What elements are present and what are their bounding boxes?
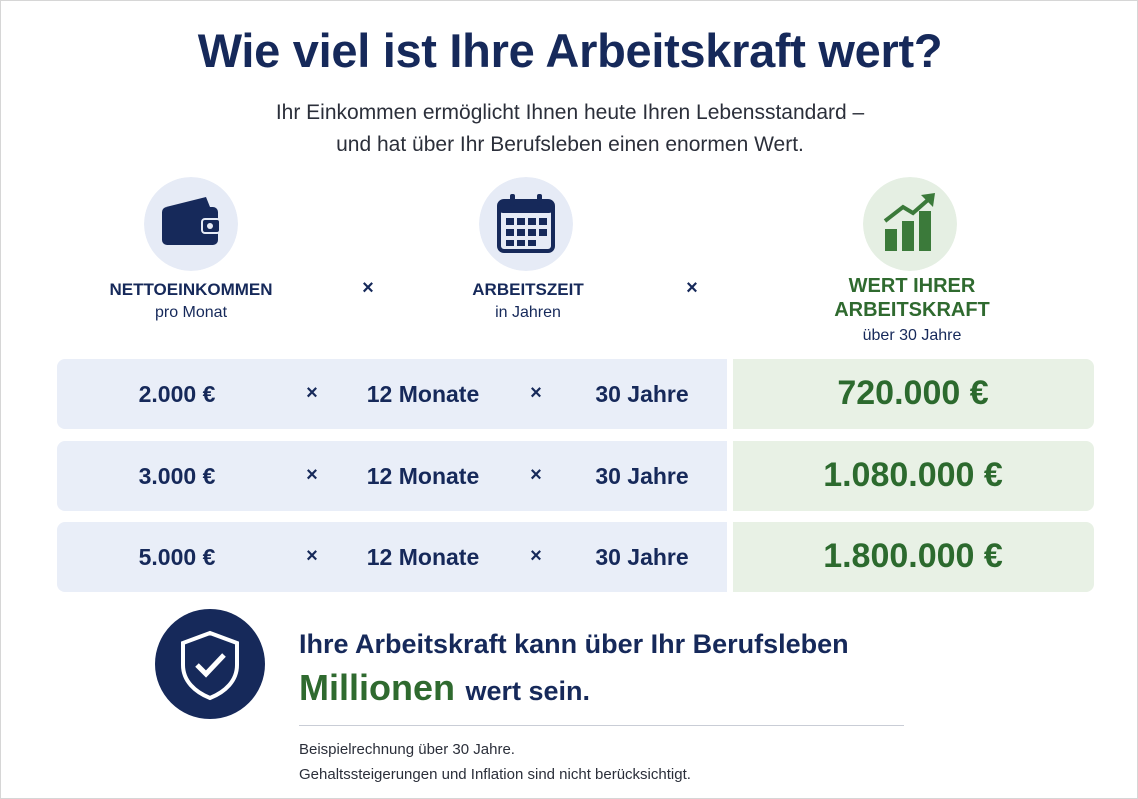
operator: × — [306, 382, 318, 404]
title: Wie viel ist Ihre Arbeitskraft wert? — [197, 24, 943, 77]
column-subtitle: über 30 Jahre — [862, 327, 962, 344]
column-subtitle: pro Monat — [154, 304, 228, 321]
column-title: ARBEITSKRAFT — [834, 299, 990, 321]
column-subtitle: in Jahren — [495, 304, 561, 321]
table-cell: 12 Monate — [366, 463, 480, 489]
table-cell: 2.000 € — [138, 381, 216, 407]
subtitle: Ihr Einkommen ermöglicht Ihnen heute Ihr… — [275, 101, 865, 124]
footnote: Gehaltssteigerungen und Inflation sind n… — [299, 766, 691, 783]
table-cell: 12 Monate — [366, 381, 480, 407]
table-cell: 3.000 € — [138, 463, 216, 489]
result-background — [733, 522, 1094, 592]
row-background — [57, 441, 727, 511]
result-background — [733, 359, 1094, 429]
table-cell: 5.000 € — [138, 544, 216, 570]
table-cell: 30 Jahre — [595, 381, 689, 407]
operator: × — [362, 277, 374, 299]
wallet-icon — [144, 177, 238, 271]
column-title: NETTOEINKOMMEN — [109, 280, 273, 299]
footnote: Beispielrechnung über 30 Jahre. — [299, 741, 515, 758]
row-background — [57, 522, 727, 592]
divider — [299, 725, 904, 726]
operator: × — [306, 464, 318, 486]
operator: × — [306, 545, 318, 567]
callout-text: wert sein. — [465, 676, 590, 706]
operator: × — [686, 277, 698, 299]
column-title: ARBEITSZEIT — [472, 280, 584, 299]
row-background — [57, 359, 727, 429]
operator: × — [530, 545, 542, 567]
growth-icon — [863, 177, 957, 271]
result-cell: 720.000 € — [837, 374, 989, 412]
table-cell: 12 Monate — [366, 544, 480, 570]
operator: × — [530, 382, 542, 404]
callout-highlight: Millionen — [299, 667, 455, 708]
calendar-icon — [479, 177, 573, 271]
result-background — [733, 441, 1094, 511]
result-cell: 1.080.000 € — [823, 456, 1003, 494]
operator: × — [530, 464, 542, 486]
table-cell: 30 Jahre — [595, 544, 689, 570]
table-cell: 30 Jahre — [595, 463, 689, 489]
shield-icon — [155, 609, 265, 719]
callout-line: Millionen wert sein. — [299, 667, 590, 709]
column-title: WERT IHRER — [848, 275, 976, 297]
callout-text: Ihre Arbeitskraft kann über Ihr Berufsle… — [299, 629, 849, 659]
subtitle: und hat über Ihr Berufsleben einen enorm… — [336, 133, 804, 156]
result-cell: 1.800.000 € — [823, 537, 1003, 575]
